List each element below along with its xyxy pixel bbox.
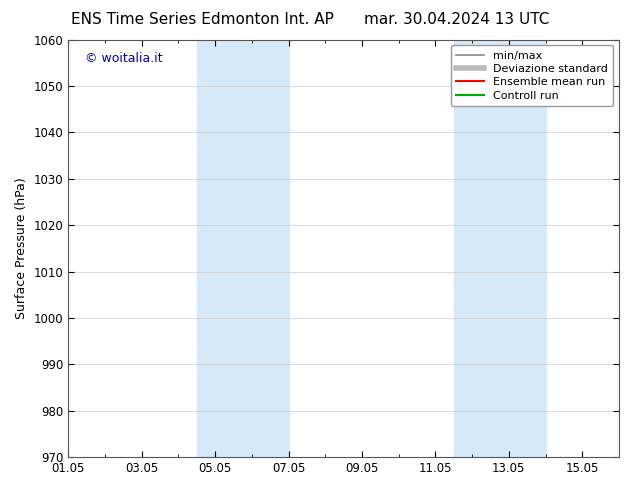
Text: © woitalia.it: © woitalia.it <box>85 52 162 65</box>
Text: mar. 30.04.2024 13 UTC: mar. 30.04.2024 13 UTC <box>364 12 549 27</box>
Bar <box>197 40 288 457</box>
Text: ENS Time Series Edmonton Int. AP: ENS Time Series Edmonton Int. AP <box>72 12 334 27</box>
Legend: min/max, Deviazione standard, Ensemble mean run, Controll run: min/max, Deviazione standard, Ensemble m… <box>451 45 614 106</box>
Y-axis label: Surface Pressure (hPa): Surface Pressure (hPa) <box>15 177 28 319</box>
Bar <box>454 40 545 457</box>
